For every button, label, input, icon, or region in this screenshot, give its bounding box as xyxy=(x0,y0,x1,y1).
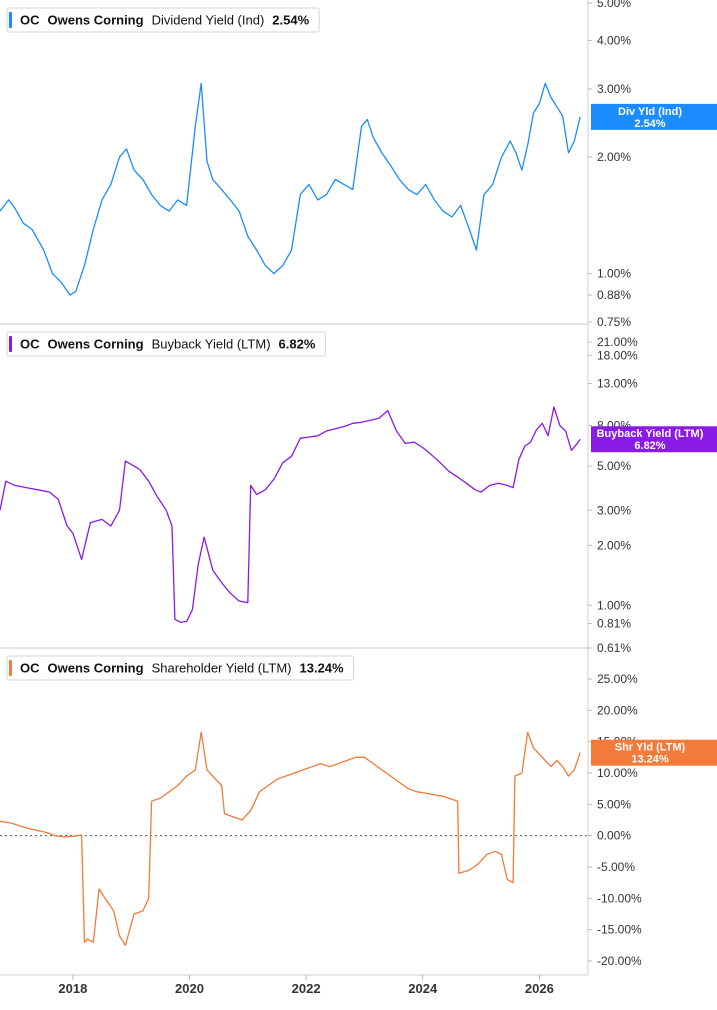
y-tick-label: 5.00% xyxy=(597,459,631,473)
dividend-yield-series-line xyxy=(0,82,581,296)
y-tick-label: 3.00% xyxy=(597,82,631,96)
y-tick-label: -15.00% xyxy=(597,923,642,937)
y-tick-label: 3.00% xyxy=(597,503,631,517)
value-tag-value: 13.24% xyxy=(631,754,669,766)
buyback-yield-value-tag: Buyback Yield (LTM)6.82% xyxy=(591,426,717,453)
value-tag-bg xyxy=(591,103,717,130)
x-tick-label: 2020 xyxy=(175,981,204,996)
legend-value: 6.82% xyxy=(279,337,316,352)
buyback-yield-legend[interactable]: OC Owens Corning Buyback Yield (LTM) 6.82% xyxy=(6,331,326,357)
legend-value: 2.54% xyxy=(272,13,309,28)
legend-color-swatch xyxy=(9,660,12,676)
value-tag-bg xyxy=(591,426,717,453)
y-tick-label: 0.81% xyxy=(597,616,631,630)
y-tick-label: 13.00% xyxy=(597,376,638,390)
y-tick-label: 0.61% xyxy=(597,641,631,655)
y-tick-label: 25.00% xyxy=(597,672,638,686)
legend-ticker: OC xyxy=(20,337,40,352)
shareholder-yield-value-tag: Shr Yld (LTM)13.24% xyxy=(591,739,717,766)
buyback-yield-series-line xyxy=(0,406,581,624)
y-tick-label: 2.00% xyxy=(597,538,631,552)
y-tick-label: 21.00% xyxy=(597,335,638,349)
legend-box xyxy=(6,331,326,357)
y-tick-label: -20.00% xyxy=(597,954,642,968)
shareholder-yield-legend[interactable]: OC Owens Corning Shareholder Yield (LTM) 13… xyxy=(6,655,355,681)
value-tag-value: 6.82% xyxy=(634,440,665,452)
y-tick-label: 5.00% xyxy=(597,0,631,10)
legend-color-swatch xyxy=(9,12,12,28)
x-axis: 2018 2020 2022 2024 2026 xyxy=(0,974,588,996)
value-tag-label: Shr Yld (LTM) xyxy=(615,742,686,754)
y-tick-label: 1.00% xyxy=(597,267,631,281)
y-tick-label: 2.00% xyxy=(597,150,631,164)
legend-ticker: OC xyxy=(20,13,40,28)
x-tick-label: 2018 xyxy=(58,981,87,996)
legend-box xyxy=(6,7,320,33)
y-tick-label: 10.00% xyxy=(597,766,638,780)
buyback-yield-panel: 21.00%18.00%13.00%8.00%5.00%3.00%2.00%1.… xyxy=(0,323,717,655)
dividend-yield-value-tag: Div Yld (Ind)2.54% xyxy=(591,103,717,130)
x-tick-label: 2026 xyxy=(525,981,554,996)
shareholder-yield-series-line xyxy=(0,731,581,946)
shareholder-yield-panel: 25.00%20.00%15.00%10.00%5.00%0.00%-5.00%… xyxy=(0,647,717,968)
y-tick-label: 20.00% xyxy=(597,703,638,717)
dividend-yield-panel: 5.00% 4.00% 3.00% 2.00% 1.00% 0.88% 0.75% Div Y… xyxy=(0,0,717,329)
value-tag-bg xyxy=(591,739,717,766)
y-tick-label: 1.00% xyxy=(597,598,631,612)
legend-value: 13.24% xyxy=(300,661,345,676)
y-tick-label: 18.00% xyxy=(597,348,638,362)
legend-company: Owens Corning xyxy=(48,13,144,28)
y-tick-label: 0.00% xyxy=(597,829,631,843)
legend-metric: Shareholder Yield (LTM) xyxy=(152,661,292,676)
value-tag-label: Buyback Yield (LTM) xyxy=(597,428,704,440)
legend-company: Owens Corning xyxy=(48,661,144,676)
value-tag-value: 2.54% xyxy=(634,118,665,130)
legend-box xyxy=(6,655,355,681)
y-tick-label: 4.00% xyxy=(597,34,631,48)
dividend-yield-legend[interactable]: OC Owens Corning Dividend Yield (Ind) 2.54% xyxy=(6,7,320,33)
legend-metric: Buyback Yield (LTM) xyxy=(152,337,271,352)
y-tick-label: -5.00% xyxy=(597,860,635,874)
y-tick-label: 0.88% xyxy=(597,288,631,302)
legend-company: Owens Corning xyxy=(48,337,144,352)
x-tick-label: 2024 xyxy=(408,981,438,996)
y-tick-label: 0.75% xyxy=(597,315,631,329)
value-tag-label: Div Yld (Ind) xyxy=(618,106,682,118)
y-tick-label: 5.00% xyxy=(597,797,631,811)
y-tick-label: -10.00% xyxy=(597,891,642,905)
x-tick-label: 2022 xyxy=(292,981,321,996)
legend-metric: Dividend Yield (Ind) xyxy=(152,13,265,28)
legend-color-swatch xyxy=(9,336,12,352)
legend-ticker: OC xyxy=(20,661,40,676)
